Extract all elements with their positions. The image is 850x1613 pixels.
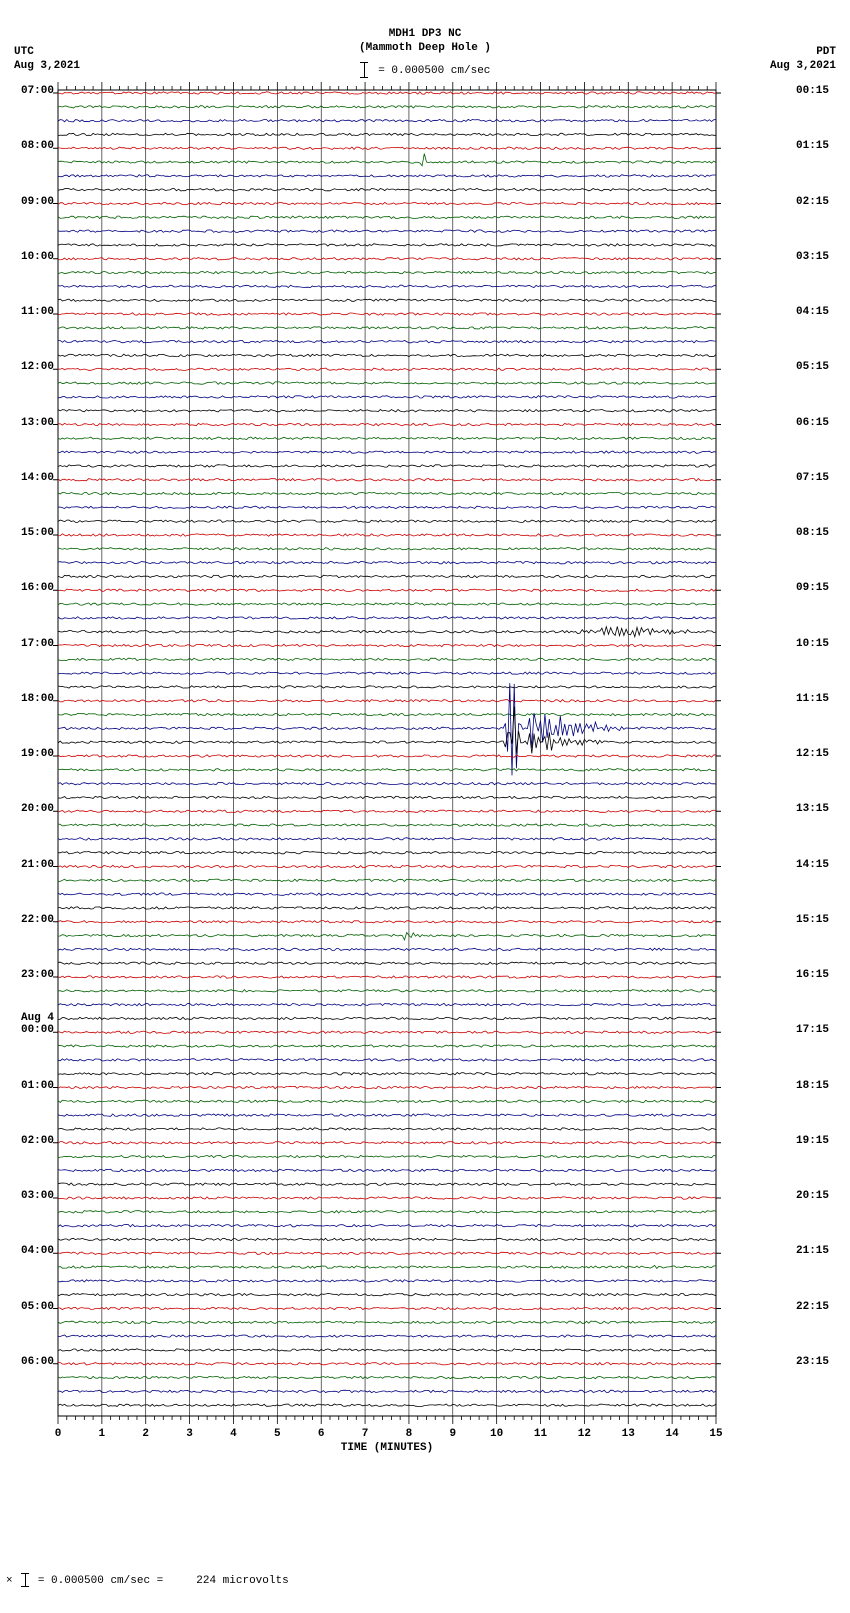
xtick-label: 9 [449,1428,456,1440]
time-label: 03:00 [21,1190,54,1202]
time-label: 15:00 [21,527,54,539]
time-label: 06:00 [21,1356,54,1368]
xtick-label: 4 [230,1428,237,1440]
scale-bar-icon [21,1573,29,1587]
time-label: 03:15 [796,251,829,263]
time-label: 15:15 [796,914,829,926]
footer-text-a: = 0.000500 cm/sec = [38,1575,163,1587]
xaxis-label: TIME (MINUTES) [58,1442,716,1454]
minutes-axis: TIME (MINUTES) 0123456789101112131415 [58,1420,716,1460]
time-label: 12:15 [796,748,829,760]
time-label: 09:00 [21,196,54,208]
xtick-label: 15 [709,1428,722,1440]
footer-text-b: 224 microvolts [196,1575,288,1587]
time-label: 16:15 [796,969,829,981]
time-label: 02:15 [796,196,829,208]
scale-text: = 0.000500 cm/sec [378,65,490,77]
time-label: 23:00 [21,969,54,981]
xtick-label: 7 [362,1428,369,1440]
time-label: Aug 4 [21,1012,54,1024]
time-label: 00:00 [21,1024,54,1036]
footer-prefix: × [6,1575,13,1587]
xtick-label: 3 [186,1428,193,1440]
time-label: 05:15 [796,361,829,373]
xtick-label: 11 [534,1428,547,1440]
utc-time-axis: 07:0008:0009:0010:0011:0012:0013:0014:00… [6,90,54,1416]
time-label: 01:15 [796,140,829,152]
time-label: 22:15 [796,1301,829,1313]
time-label: 19:15 [796,1135,829,1147]
time-label: 08:00 [21,140,54,152]
date-left-label: Aug 3,2021 [14,60,80,72]
time-label: 04:00 [21,1245,54,1257]
time-label: 12:00 [21,361,54,373]
xtick-label: 13 [622,1428,635,1440]
time-label: 11:15 [796,693,829,705]
time-label: 20:15 [796,1190,829,1202]
date-right-label: Aug 3,2021 [770,60,836,72]
time-label: 13:15 [796,803,829,815]
xtick-label: 0 [55,1428,62,1440]
pdt-time-axis: 00:1501:1502:1503:1504:1505:1506:1507:15… [796,90,844,1416]
time-label: 17:00 [21,638,54,650]
xtick-label: 10 [490,1428,503,1440]
time-label: 20:00 [21,803,54,815]
time-label: 14:00 [21,472,54,484]
xtick-label: 6 [318,1428,325,1440]
time-label: 13:00 [21,417,54,429]
time-label: 08:15 [796,527,829,539]
time-label: 04:15 [796,306,829,318]
time-label: 05:00 [21,1301,54,1313]
xtick-label: 5 [274,1428,281,1440]
time-label: 18:15 [796,1080,829,1092]
helicorder-svg [58,90,716,1416]
xtick-label: 2 [142,1428,149,1440]
time-label: 18:00 [21,693,54,705]
xtick-label: 1 [99,1428,106,1440]
station-subtitle: (Mammoth Deep Hole ) [0,42,850,54]
time-label: 10:15 [796,638,829,650]
xtick-label: 8 [406,1428,413,1440]
scale-indicator-top: = 0.000500 cm/sec [0,62,850,78]
tz-left-label: UTC [14,46,34,58]
time-label: 00:15 [796,85,829,97]
xtick-label: 14 [666,1428,679,1440]
time-label: 22:00 [21,914,54,926]
time-label: 02:00 [21,1135,54,1147]
helicorder-plot [58,90,716,1416]
time-label: 21:00 [21,859,54,871]
seismogram-page: MDH1 DP3 NC (Mammoth Deep Hole ) = 0.000… [0,0,850,1613]
station-title: MDH1 DP3 NC [0,28,850,40]
time-label: 16:00 [21,582,54,594]
time-label: 11:00 [21,306,54,318]
footer-scale: × = 0.000500 cm/sec = 224 microvolts [6,1573,289,1587]
time-label: 09:15 [796,582,829,594]
time-label: 10:00 [21,251,54,263]
time-label: 17:15 [796,1024,829,1036]
time-label: 19:00 [21,748,54,760]
xtick-label: 12 [578,1428,591,1440]
time-label: 14:15 [796,859,829,871]
time-label: 23:15 [796,1356,829,1368]
time-label: 07:00 [21,85,54,97]
time-label: 21:15 [796,1245,829,1257]
time-label: 06:15 [796,417,829,429]
tz-right-label: PDT [816,46,836,58]
time-label: 07:15 [796,472,829,484]
scale-bar-icon [360,62,368,78]
time-label: 01:00 [21,1080,54,1092]
